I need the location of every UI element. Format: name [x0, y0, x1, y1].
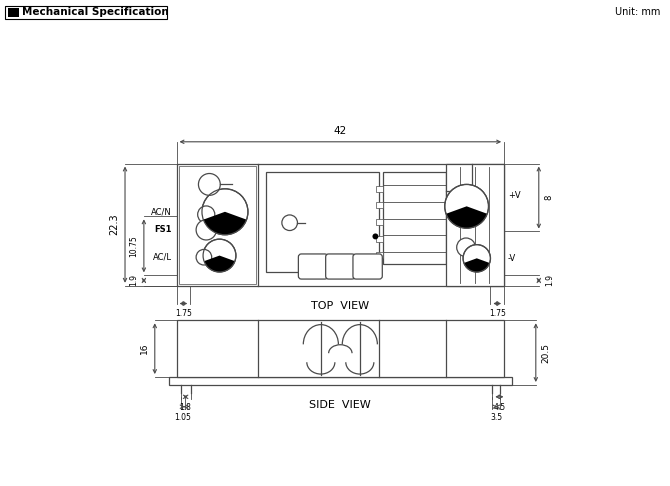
Bar [5, 6, 167, 19]
Text: SIDE  VIEW: SIDE VIEW [310, 399, 371, 410]
Text: 10.75: 10.75 [129, 235, 138, 257]
Circle shape [282, 215, 297, 230]
Text: 20.5: 20.5 [542, 343, 551, 363]
Text: 1.9: 1.9 [545, 275, 553, 286]
Bar [179, 166, 257, 284]
Text: 8: 8 [545, 195, 553, 200]
Bar [377, 219, 383, 225]
Text: TOP  VIEW: TOP VIEW [312, 300, 369, 311]
FancyBboxPatch shape [326, 254, 355, 279]
Bar [377, 202, 383, 208]
Circle shape [463, 244, 490, 272]
Bar [383, 172, 446, 264]
Circle shape [198, 174, 220, 195]
Bar [446, 164, 504, 286]
Text: 1.9: 1.9 [129, 275, 138, 286]
Circle shape [457, 238, 476, 257]
Bar [177, 320, 504, 377]
Text: -V: -V [508, 254, 517, 263]
Wedge shape [204, 212, 247, 235]
FancyBboxPatch shape [298, 254, 328, 279]
Text: +V: +V [508, 191, 521, 200]
Text: Unit: mm: Unit: mm [615, 7, 661, 17]
Text: 22.3: 22.3 [109, 214, 119, 235]
Text: 42: 42 [334, 126, 347, 136]
Bar [377, 236, 383, 242]
Wedge shape [204, 256, 235, 272]
Text: FS1: FS1 [154, 226, 172, 234]
Text: 16: 16 [140, 343, 149, 354]
Text: AC/L: AC/L [153, 253, 172, 261]
Wedge shape [464, 258, 490, 272]
Bar [177, 164, 504, 286]
Bar [8, 8, 19, 17]
Text: 1.05: 1.05 [174, 413, 191, 422]
Text: 1.8: 1.8 [180, 403, 192, 412]
Circle shape [196, 249, 212, 265]
Bar [377, 252, 383, 259]
Text: 1.75: 1.75 [489, 310, 506, 318]
Text: 3.5: 3.5 [490, 413, 502, 422]
Bar [266, 172, 379, 272]
Text: Mechanical Specification: Mechanical Specification [22, 7, 169, 17]
Circle shape [373, 233, 379, 240]
Bar [377, 186, 383, 191]
FancyBboxPatch shape [353, 254, 383, 279]
Circle shape [198, 206, 215, 223]
Wedge shape [446, 207, 487, 228]
Circle shape [203, 239, 236, 272]
Bar [169, 377, 512, 385]
Circle shape [445, 184, 488, 228]
Circle shape [196, 220, 216, 240]
Circle shape [202, 189, 248, 235]
Text: 1.75: 1.75 [175, 310, 192, 318]
Text: AC/N: AC/N [151, 208, 172, 216]
Text: 4.5: 4.5 [493, 403, 505, 412]
